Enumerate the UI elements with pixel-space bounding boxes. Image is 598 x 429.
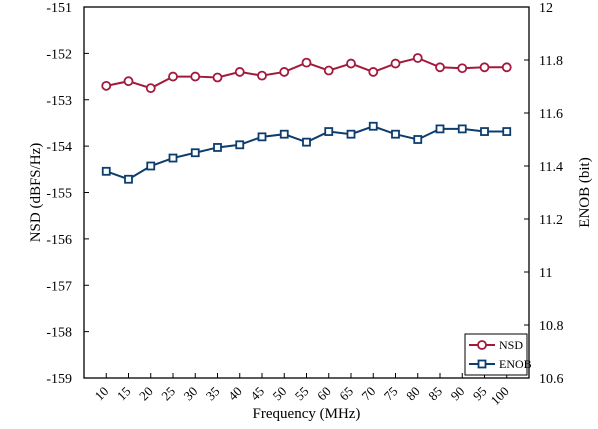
left-y-tick-label: -157 (46, 279, 72, 294)
nsd-data-point (212, 72, 223, 83)
right-y-axis-label: ENOB (bit) (577, 157, 593, 227)
x-tick-label: 55 (292, 384, 312, 404)
x-tick-label: 65 (336, 384, 356, 404)
enob-data-point (457, 124, 467, 134)
legend-label-nsd: NSD (499, 338, 523, 352)
left-y-axis-label: NSD (dBFS/Hz) (28, 143, 44, 243)
left-y-tick-label: -155 (46, 187, 72, 202)
x-tick-label: 15 (114, 384, 134, 404)
enob-data-point (368, 121, 378, 131)
nsd-data-point (301, 57, 312, 68)
nsd-data-point (234, 67, 245, 77)
enob-data-point (502, 127, 512, 136)
right-y-tick-label: 11.2 (539, 213, 563, 228)
x-tick-label: 70 (359, 384, 379, 404)
right-y-tick-label: 11.8 (539, 54, 563, 69)
nsd-data-point (368, 67, 379, 77)
x-tick-label: 10 (92, 384, 112, 404)
enob-data-point (413, 135, 423, 144)
nsd-data-point (257, 70, 267, 81)
legend-box (464, 333, 528, 376)
left-y-tick-label: -156 (46, 233, 72, 248)
legend: NSD ENOB (464, 333, 532, 376)
x-tick-label: 90 (448, 384, 468, 404)
x-tick-label: 20 (136, 384, 156, 404)
left-y-tick-label: -158 (46, 326, 72, 341)
right-y-tick-label: 11 (539, 266, 552, 281)
enob-data-point (302, 137, 311, 147)
right-y-tick-label: 11.4 (539, 160, 563, 175)
series-layer (101, 53, 512, 184)
enob-data-point (435, 124, 445, 134)
nsd-data-point (346, 58, 356, 69)
nsd-data-point (168, 71, 178, 82)
right-y-tick-label: 12 (539, 1, 553, 16)
left-y-tick-label: -151 (46, 1, 72, 16)
right-y-tick-label: 10.8 (539, 319, 564, 334)
x-tick-label: 85 (425, 384, 445, 404)
nsd-data-point (323, 65, 334, 76)
legend-label-enob: ENOB (499, 357, 532, 371)
enob-data-point (124, 174, 133, 184)
nsd-data-point (123, 76, 134, 87)
x-tick-label: 40 (225, 384, 245, 404)
enob-data-point (324, 127, 334, 136)
nsd-data-point (145, 83, 156, 94)
enob-data-point (391, 129, 400, 139)
nsd-data-point (435, 62, 445, 73)
right-y-tick-label: 10.6 (539, 372, 564, 387)
legend-marker-nsd (477, 340, 487, 350)
x-tick-label: 100 (487, 384, 511, 408)
right-y-tick-label: 11.6 (539, 107, 563, 122)
left-y-tick-label: -152 (46, 47, 72, 62)
enob-data-point (279, 129, 289, 139)
x-axis-label: Frequency (MHz) (253, 406, 361, 422)
nsd-data-point (479, 62, 490, 73)
nsd-data-point (390, 58, 401, 69)
x-tick-label: 80 (403, 384, 423, 404)
nsd-data-point (190, 71, 201, 82)
x-tick-label: 30 (181, 384, 201, 404)
nsd-data-point (101, 80, 112, 91)
nsd-data-point (279, 67, 290, 77)
x-tick-label: 60 (314, 384, 334, 404)
enob-data-point (190, 148, 200, 158)
x-tick-label: 50 (270, 384, 290, 404)
axes: -151 -152 -153 -154 -155 -156 -157 -158 -159 12 11… (28, 1, 593, 422)
x-tick-label: 35 (203, 384, 223, 404)
left-y-tick-label: -153 (46, 94, 72, 109)
left-y-tick-label: -159 (46, 372, 72, 387)
enob-data-point (146, 161, 156, 171)
x-tick-label: 75 (381, 384, 401, 404)
enob-data-point (257, 132, 267, 142)
enob-data-point (168, 153, 178, 163)
x-tick-label: 45 (247, 384, 267, 404)
x-tick-label: 95 (470, 384, 490, 404)
x-tick-label: 25 (158, 384, 178, 404)
left-y-tick-label: -154 (46, 140, 72, 155)
legend-marker-enob (477, 359, 487, 369)
enob-data-point (346, 129, 356, 139)
enob-series-line (105, 125, 507, 181)
enob-data-point (213, 143, 222, 152)
nsd-data-point (501, 62, 512, 73)
nsd-data-point (412, 53, 423, 63)
nsd-data-point (457, 63, 468, 74)
enob-data-point (235, 140, 245, 150)
enob-data-point (480, 127, 489, 136)
enob-data-point (101, 166, 111, 176)
